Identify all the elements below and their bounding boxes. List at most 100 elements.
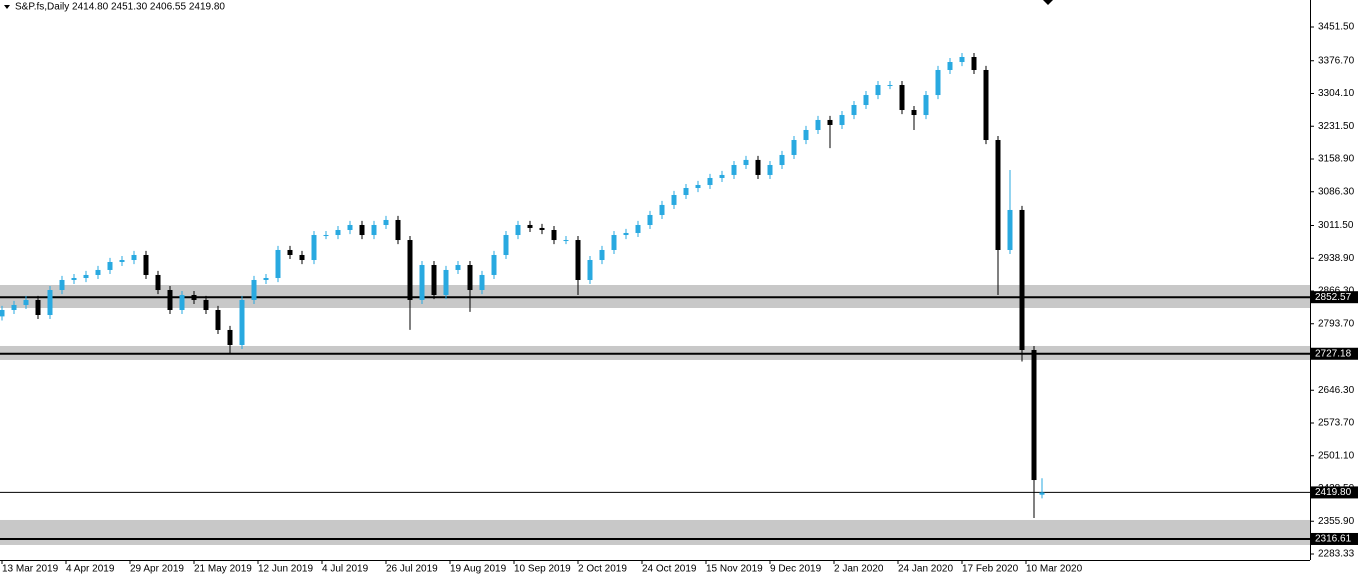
x-tick-label: 17 Feb 2020 xyxy=(962,564,1019,575)
candle-body xyxy=(659,204,665,215)
candle-body xyxy=(707,177,713,185)
candle-body xyxy=(791,140,797,155)
candle-body xyxy=(695,184,701,189)
candle-body xyxy=(323,235,329,237)
candle-body xyxy=(179,295,185,310)
x-tick-label: 21 May 2019 xyxy=(194,564,252,575)
x-tick-label: 24 Oct 2019 xyxy=(642,564,697,575)
candle-body xyxy=(827,119,833,125)
candle-body xyxy=(731,164,737,175)
candle-body xyxy=(623,232,629,236)
x-tick-label: 10 Sep 2019 xyxy=(514,564,571,575)
candle-body xyxy=(467,265,473,291)
candle-body xyxy=(167,290,173,310)
candle-body xyxy=(1031,350,1037,481)
candle-body xyxy=(779,154,785,165)
candle-body xyxy=(935,69,941,96)
candle-body xyxy=(947,62,953,70)
candle-body xyxy=(227,329,233,345)
level-zone xyxy=(0,519,1310,545)
candle-body xyxy=(419,265,425,300)
candle-body xyxy=(887,85,893,87)
candle-body xyxy=(35,299,41,315)
candle-body xyxy=(263,278,269,280)
candle-body xyxy=(143,254,149,275)
y-tick-label: 3231.50 xyxy=(1318,121,1355,132)
candle-body xyxy=(203,299,209,310)
candle-body xyxy=(863,95,869,105)
menu-arrow[interactable] xyxy=(4,5,10,9)
y-tick-label: 3451.50 xyxy=(1318,22,1355,33)
candle-body xyxy=(395,219,401,241)
candle-body xyxy=(251,279,257,300)
current-price-tag xyxy=(1311,486,1358,499)
y-tick-label: 3158.90 xyxy=(1318,154,1355,165)
level-tag xyxy=(1311,347,1358,360)
candle-body xyxy=(647,214,653,225)
y-tick-label: 2501.10 xyxy=(1318,450,1355,461)
candle-body xyxy=(575,240,581,280)
candle-body xyxy=(335,230,341,236)
x-tick-label: 12 Jun 2019 xyxy=(258,564,313,575)
candle-body xyxy=(611,235,617,250)
candle-body xyxy=(551,230,557,241)
candle-body xyxy=(587,260,593,280)
candle-body xyxy=(539,227,545,231)
candle-body xyxy=(683,188,689,195)
x-tick-label: 19 Aug 2019 xyxy=(450,564,507,575)
level-tag xyxy=(1311,532,1358,545)
x-tick-label: 4 Apr 2019 xyxy=(66,564,115,575)
candle-body xyxy=(23,299,29,305)
candle-body xyxy=(923,95,929,116)
candle-body xyxy=(839,115,845,125)
candle-body xyxy=(767,164,773,175)
candle-body xyxy=(95,269,101,275)
candle-body xyxy=(1007,209,1013,250)
candle-body xyxy=(959,56,965,63)
candle-body xyxy=(47,290,53,315)
candle-body xyxy=(311,235,317,261)
candle-body xyxy=(131,254,137,261)
candle-body xyxy=(1019,209,1025,351)
candle-body xyxy=(83,274,89,279)
candle-body xyxy=(383,219,389,225)
candle-body xyxy=(359,224,365,236)
candle-body xyxy=(71,278,77,280)
y-tick-label: 3376.70 xyxy=(1318,55,1355,66)
x-tick-label: 10 Mar 2020 xyxy=(1026,564,1083,575)
candle-body xyxy=(899,85,905,111)
x-tick-label: 15 Nov 2019 xyxy=(706,564,763,575)
chart-header: S&P.fs,Daily 2414.80 2451.30 2406.55 241… xyxy=(15,2,225,13)
candle-body xyxy=(371,224,377,236)
candle-body xyxy=(287,249,293,255)
candle-body xyxy=(743,159,749,165)
candle-body xyxy=(347,224,353,231)
current-price-label: 2419.80 xyxy=(1315,487,1352,498)
candle-body xyxy=(803,129,809,141)
candle-body xyxy=(59,279,65,291)
candle-body xyxy=(239,299,245,345)
candle-body xyxy=(1039,492,1045,495)
level-tag-label: 2852.57 xyxy=(1315,292,1352,303)
candle-body xyxy=(455,265,461,270)
candle-body xyxy=(875,85,881,96)
candle-body xyxy=(431,265,437,296)
y-tick-label: 2793.70 xyxy=(1318,318,1355,329)
candle-body xyxy=(815,119,821,130)
candle-body xyxy=(299,254,305,261)
zones xyxy=(0,284,1310,545)
plot xyxy=(0,52,1045,519)
x-tick-label: 2 Jan 2020 xyxy=(834,564,884,575)
candle-body xyxy=(275,249,281,279)
candle-body xyxy=(599,249,605,261)
candle-body xyxy=(755,159,761,175)
y-tick-label: 3086.30 xyxy=(1318,186,1355,197)
candle-body xyxy=(107,261,113,270)
axes: 3451.50 3376.70 3304.10 3231.50 3158.90 3086.… xyxy=(1,22,1358,575)
y-tick-label: 3304.10 xyxy=(1318,88,1355,99)
candle-body xyxy=(0,309,5,317)
y-tick-label: 2866.30 xyxy=(1318,286,1355,297)
x-tick-label: 13 Mar 2019 xyxy=(2,564,59,575)
